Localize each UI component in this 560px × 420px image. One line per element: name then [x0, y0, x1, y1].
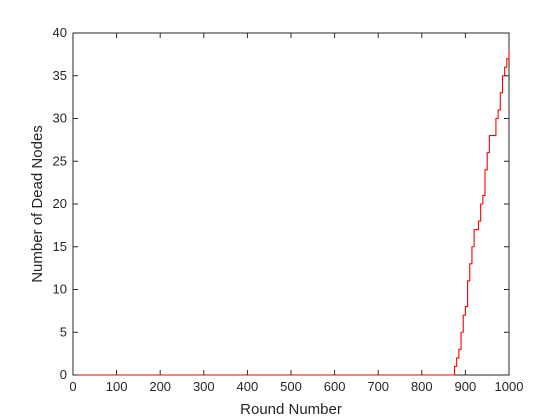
y-tick-label: 20 [53, 196, 67, 211]
plot-area: 0 100 200 300 400 500 600 700 800 900 1000 0 5 10 15 20… [53, 25, 524, 394]
x-tick-label: 300 [193, 379, 215, 394]
y-tick-label: 30 [53, 111, 67, 126]
y-axis-label: Number of Dead Nodes [29, 125, 46, 283]
y-tick-label: 40 [53, 25, 67, 40]
y-tick-label: 10 [53, 282, 67, 297]
x-tick-label: 600 [324, 379, 346, 394]
y-tick-label: 25 [53, 153, 67, 168]
y-tick-label: 35 [53, 68, 67, 83]
x-tick-label: 900 [455, 379, 477, 394]
series-line [73, 50, 510, 376]
plot-frame [72, 32, 510, 376]
y-tick-label: 15 [53, 239, 67, 254]
y-tick-label: 5 [60, 324, 67, 339]
x-tick-label: 700 [367, 379, 389, 394]
x-tick-label: 0 [69, 379, 76, 394]
series-layer [73, 50, 510, 376]
x-tick-label: 500 [280, 379, 302, 394]
x-tick-label: 400 [237, 379, 259, 394]
x-tick-label: 1000 [495, 379, 524, 394]
x-tick-label: 200 [149, 379, 171, 394]
x-axis-label: Round Number [240, 401, 342, 418]
y-tick-label: 0 [60, 367, 67, 382]
x-tick-label: 100 [106, 379, 128, 394]
tick-layer: 0 100 200 300 400 500 600 700 800 900 1000 0 5 10 15 20… [53, 25, 524, 394]
x-tick-label: 800 [411, 379, 433, 394]
